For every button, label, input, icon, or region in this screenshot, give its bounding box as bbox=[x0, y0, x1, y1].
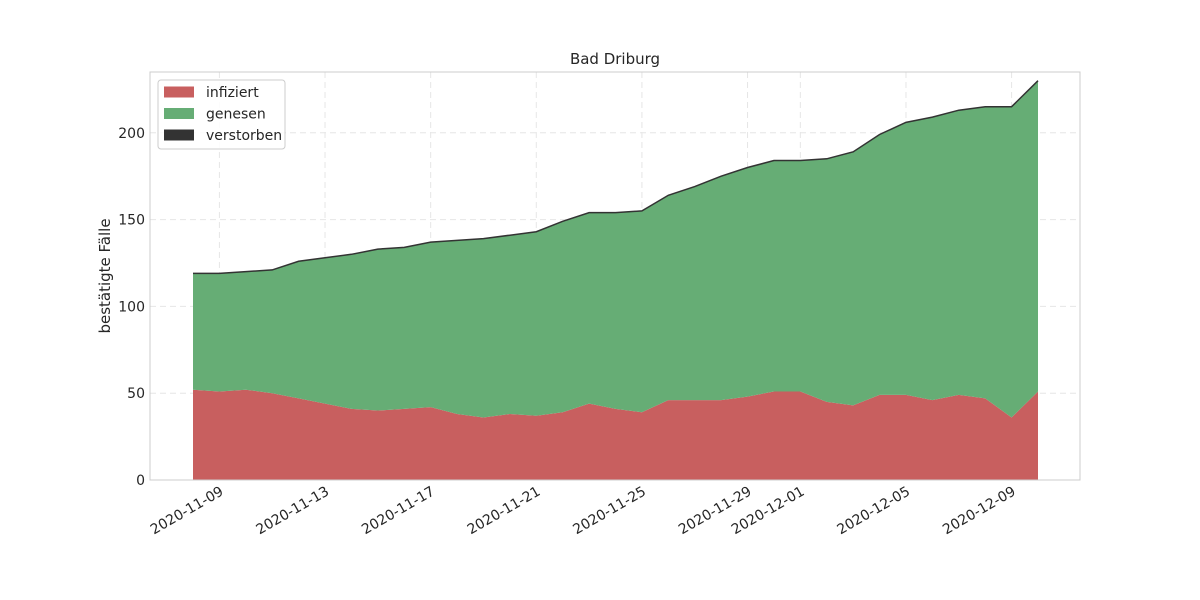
y-tick-label: 200 bbox=[118, 126, 145, 142]
legend-swatch-verstorben bbox=[164, 129, 194, 141]
legend: infiziert genesen verstorben bbox=[157, 79, 286, 150]
total-outline bbox=[193, 80, 1039, 275]
x-tick-label: 2020-12-05 bbox=[834, 484, 912, 539]
x-axis-ticks: 2020-11-09 2020-11-13 2020-11-17 2020-11-21… bbox=[148, 484, 1019, 539]
chart-title: Bad Driburg bbox=[570, 50, 660, 68]
y-tick-label: 100 bbox=[118, 299, 145, 315]
y-axis-ticks: 0 50 100 150 200 bbox=[118, 126, 145, 489]
legend-label-verstorben: verstorben bbox=[206, 128, 282, 144]
x-tick-label: 2020-11-21 bbox=[465, 484, 543, 539]
legend-swatch-genesen bbox=[164, 108, 194, 119]
x-tick-label: 2020-11-13 bbox=[254, 484, 332, 539]
area-genesen bbox=[193, 80, 1038, 418]
x-tick-label: 2020-11-25 bbox=[570, 484, 648, 539]
area-infiziert bbox=[193, 389, 1038, 480]
legend-swatch-infiziert bbox=[164, 86, 194, 98]
x-tick-label: 2020-12-09 bbox=[940, 484, 1018, 539]
x-tick-label: 2020-11-09 bbox=[148, 484, 226, 539]
x-tick-label: 2020-11-17 bbox=[359, 484, 437, 539]
y-tick-label: 150 bbox=[118, 213, 145, 229]
legend-label-infiziert: infiziert bbox=[206, 85, 259, 101]
y-axis-label: bestätigte Fälle bbox=[96, 218, 114, 333]
y-tick-label: 50 bbox=[127, 386, 145, 402]
legend-label-genesen: genesen bbox=[206, 107, 266, 123]
y-tick-label: 0 bbox=[136, 473, 145, 489]
plot-frame bbox=[149, 71, 1081, 481]
stacked-areas bbox=[193, 80, 1039, 480]
